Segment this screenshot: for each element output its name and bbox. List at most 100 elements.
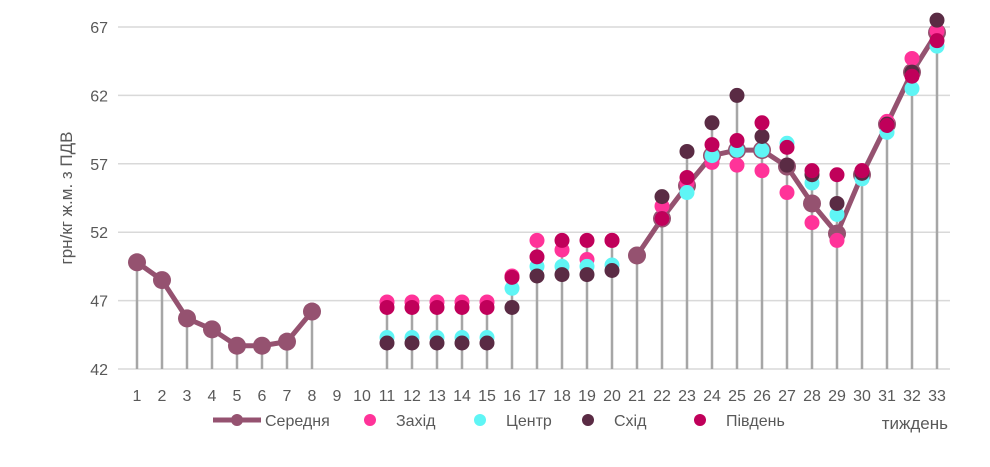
- x-tick-label: 12: [403, 388, 421, 405]
- x-tick-label: 3: [183, 388, 192, 405]
- point-Південь: [429, 299, 445, 315]
- point-Південь: [804, 163, 820, 179]
- point-Південь: [829, 167, 845, 183]
- point-Південь: [704, 137, 720, 153]
- x-tick-label: 14: [453, 388, 471, 405]
- point-Схід: [429, 335, 445, 351]
- x-tick-label: 30: [853, 388, 871, 405]
- y-tick-label: 57: [90, 157, 108, 174]
- x-axis-label: тиждень: [882, 414, 948, 433]
- x-tick-label: 32: [903, 388, 921, 405]
- legend-label: Середня: [265, 413, 330, 430]
- x-tick-label: 15: [478, 388, 496, 405]
- point-Південь: [454, 299, 470, 315]
- gridlines: [118, 26, 950, 370]
- legend-label: Схід: [614, 413, 647, 430]
- x-tick-label: 6: [258, 388, 267, 405]
- x-tick-label: 26: [753, 388, 771, 405]
- point-Південь: [929, 33, 945, 49]
- point-Схід: [479, 335, 495, 351]
- point-Схід: [529, 268, 545, 284]
- x-tick-label: 4: [208, 388, 217, 405]
- x-tick-label: 19: [578, 388, 596, 405]
- point-Південь: [904, 68, 920, 84]
- drop-lines: [135, 20, 939, 369]
- point-Південь: [529, 249, 545, 265]
- point-Південь: [854, 163, 870, 179]
- x-tick-label: 2: [158, 388, 167, 405]
- average-point: [303, 302, 321, 321]
- x-tick-label: 22: [653, 388, 671, 405]
- point-Схід: [929, 12, 945, 28]
- legend-label: Південь: [726, 413, 785, 430]
- point-Захід: [729, 157, 745, 173]
- point-Захід: [804, 215, 820, 231]
- x-tick-label: 23: [678, 388, 696, 405]
- average-point: [203, 320, 221, 339]
- y-tick-label: 52: [90, 225, 108, 242]
- x-tick-label: 9: [333, 388, 342, 405]
- point-Схід: [704, 115, 720, 131]
- average-point: [253, 336, 271, 355]
- point-Схід: [729, 87, 745, 103]
- point-Південь: [379, 299, 395, 315]
- x-tick-label: 17: [528, 388, 546, 405]
- legend-marker: [694, 414, 706, 426]
- x-tick-label: 33: [928, 388, 946, 405]
- x-tick-label: 7: [283, 388, 292, 405]
- point-Схід: [654, 189, 670, 205]
- point-Захід: [529, 232, 545, 248]
- x-tick-label: 1: [133, 388, 142, 405]
- point-Схід: [404, 335, 420, 351]
- point-Центр: [504, 280, 520, 296]
- point-Центр: [754, 142, 770, 158]
- point-Схід: [454, 335, 470, 351]
- x-tick-label: 28: [803, 388, 821, 405]
- average-point: [628, 246, 646, 265]
- x-tick-label: 18: [553, 388, 571, 405]
- average-point: [128, 253, 146, 272]
- point-Захід: [779, 185, 795, 201]
- legend-marker: [231, 414, 243, 426]
- x-tick-label: 16: [503, 388, 521, 405]
- average-point: [803, 194, 821, 213]
- point-Південь: [479, 299, 495, 315]
- regional-series: [379, 12, 945, 351]
- y-axis-label: грн/кг ж.м. з ПДВ: [57, 132, 76, 265]
- point-Схід: [504, 299, 520, 315]
- x-tick-label: 29: [828, 388, 846, 405]
- point-Центр: [904, 81, 920, 97]
- legend-marker: [474, 414, 486, 426]
- x-tick-label: 24: [703, 388, 721, 405]
- x-tick-label: 11: [379, 388, 396, 405]
- average-point: [153, 271, 171, 290]
- average-point: [178, 309, 196, 328]
- point-Південь: [654, 211, 670, 227]
- point-Схід: [779, 157, 795, 173]
- point-Схід: [554, 267, 570, 283]
- x-tick-label: 31: [878, 388, 896, 405]
- point-Схід: [754, 128, 770, 144]
- x-tick-label: 25: [728, 388, 746, 405]
- point-Схід: [604, 263, 620, 279]
- point-Південь: [779, 139, 795, 155]
- y-axis-ticks: 42 47 52 57 62 67: [90, 20, 108, 379]
- legend-label: Центр: [506, 413, 552, 430]
- x-tick-label: 27: [778, 388, 796, 405]
- x-tick-label: 21: [628, 388, 646, 405]
- point-Південь: [729, 133, 745, 149]
- point-Південь: [554, 232, 570, 248]
- point-Південь: [754, 115, 770, 131]
- legend: Середня Захід Центр Схід Південь: [213, 413, 785, 430]
- legend-marker: [364, 414, 376, 426]
- point-Південь: [579, 232, 595, 248]
- point-Південь: [504, 269, 520, 285]
- legend-marker: [582, 414, 594, 426]
- x-tick-label: 13: [428, 388, 446, 405]
- point-Південь: [604, 232, 620, 248]
- y-tick-label: 47: [90, 294, 108, 311]
- point-Центр: [704, 148, 720, 164]
- x-tick-label: 8: [308, 388, 317, 405]
- point-Схід: [679, 143, 695, 159]
